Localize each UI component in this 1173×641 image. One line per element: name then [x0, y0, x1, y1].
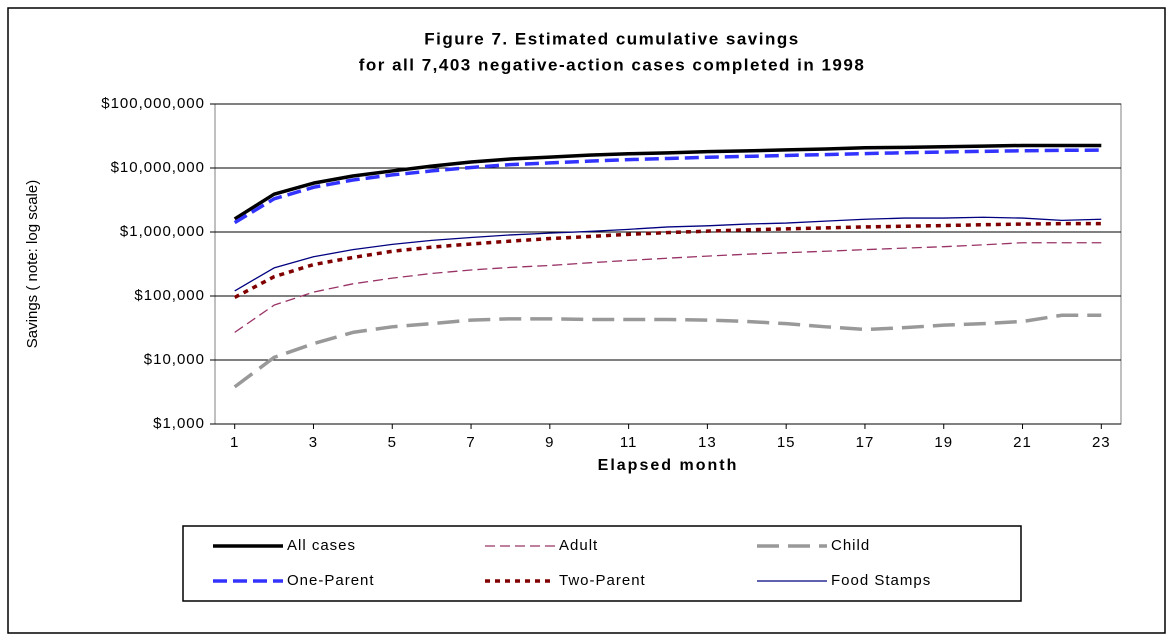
series-line — [234, 242, 1102, 333]
x-tick-label: 13 — [698, 434, 717, 451]
series-line — [234, 216, 1102, 292]
legend-label: Child — [831, 537, 870, 554]
y-tick-label: $1,000,000 — [120, 223, 205, 240]
series-line — [233, 148, 1102, 225]
x-tick-label: 21 — [1013, 434, 1032, 451]
x-tick-label: 11 — [620, 434, 638, 451]
x-tick-label: 7 — [466, 434, 475, 451]
x-axis-title: Elapsed month — [598, 457, 739, 474]
legend-label: All cases — [287, 537, 356, 554]
legend-label: One-Parent — [287, 572, 375, 589]
legend — [182, 525, 1022, 602]
y-tick-label: $100,000 — [134, 287, 205, 304]
y-tick-label: $10,000 — [144, 351, 205, 368]
x-tick-label: 19 — [934, 434, 953, 451]
legend-label: Two-Parent — [559, 572, 646, 589]
x-tick-label: 17 — [856, 434, 875, 451]
x-tick-label: 9 — [545, 434, 554, 451]
legend-label: Adult — [559, 537, 598, 554]
y-tick-label: $100,000,000 — [101, 95, 205, 112]
x-tick-label: 1 — [230, 434, 239, 451]
x-tick-label: 23 — [1092, 434, 1111, 451]
series-line — [233, 221, 1102, 299]
chart-title: Figure 7. Estimated cumulative savings — [424, 29, 799, 48]
x-tick-label: 15 — [777, 434, 796, 451]
y-tick-label: $10,000,000 — [111, 159, 205, 176]
series-line — [233, 143, 1102, 221]
series-line — [233, 313, 1102, 389]
x-tick-label: 3 — [309, 434, 318, 451]
y-tick-label: $1,000 — [153, 415, 205, 432]
chart-title: for all 7,403 negative-action cases comp… — [359, 55, 866, 74]
y-axis-title: Savings ( note: log scale) — [24, 180, 41, 348]
legend-label: Food Stamps — [831, 572, 931, 589]
x-tick-label: 5 — [388, 434, 397, 451]
